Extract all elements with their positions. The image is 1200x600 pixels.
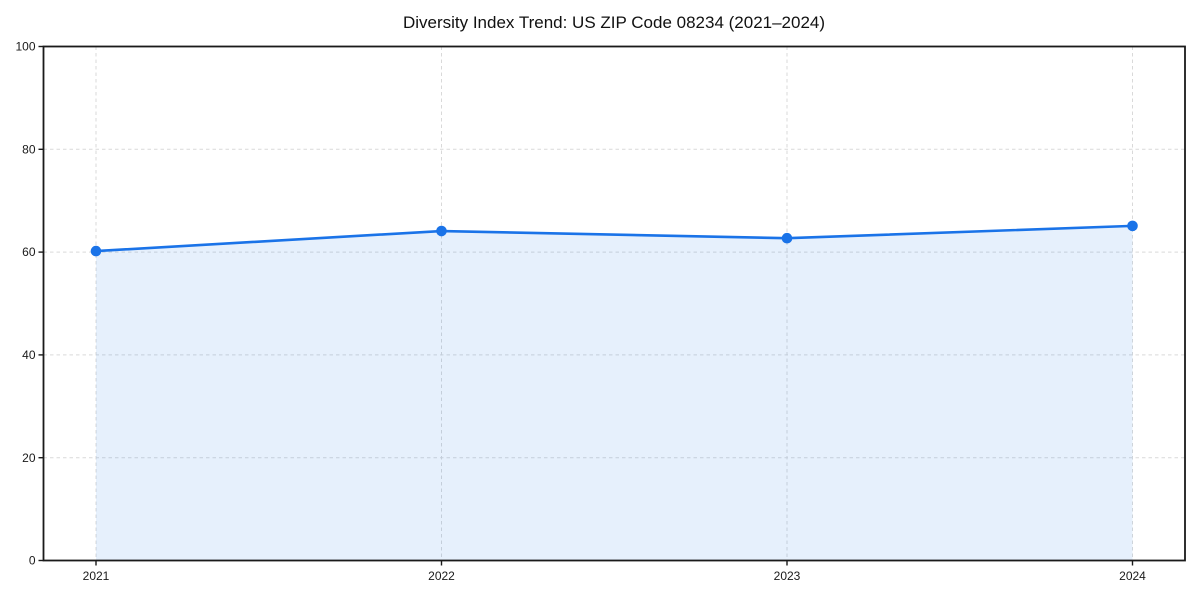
data-point-marker: [781, 232, 793, 244]
x-tick-label: 2021: [83, 569, 110, 583]
area-fill: [96, 225, 1133, 561]
data-point-marker: [90, 245, 102, 257]
data-point-marker: [436, 225, 447, 237]
y-tick-label: 100: [15, 40, 35, 54]
chart-title: Diversity Index Trend: US ZIP Code 08234…: [402, 13, 826, 32]
y-tick-label: 40: [22, 348, 36, 362]
y-tick-label: 80: [22, 142, 36, 156]
y-tick-label: 0: [29, 554, 36, 568]
trend-line: [94, 224, 1134, 253]
plot-border: [42, 45, 1186, 562]
y-tick-label: 60: [22, 245, 36, 259]
data-point-marker: [1127, 220, 1138, 232]
y-tick-label: 20: [22, 451, 36, 465]
x-tick-label: 2024: [1119, 569, 1146, 583]
x-tick-label: 2022: [428, 569, 455, 583]
x-tick-label: 2023: [774, 569, 801, 583]
